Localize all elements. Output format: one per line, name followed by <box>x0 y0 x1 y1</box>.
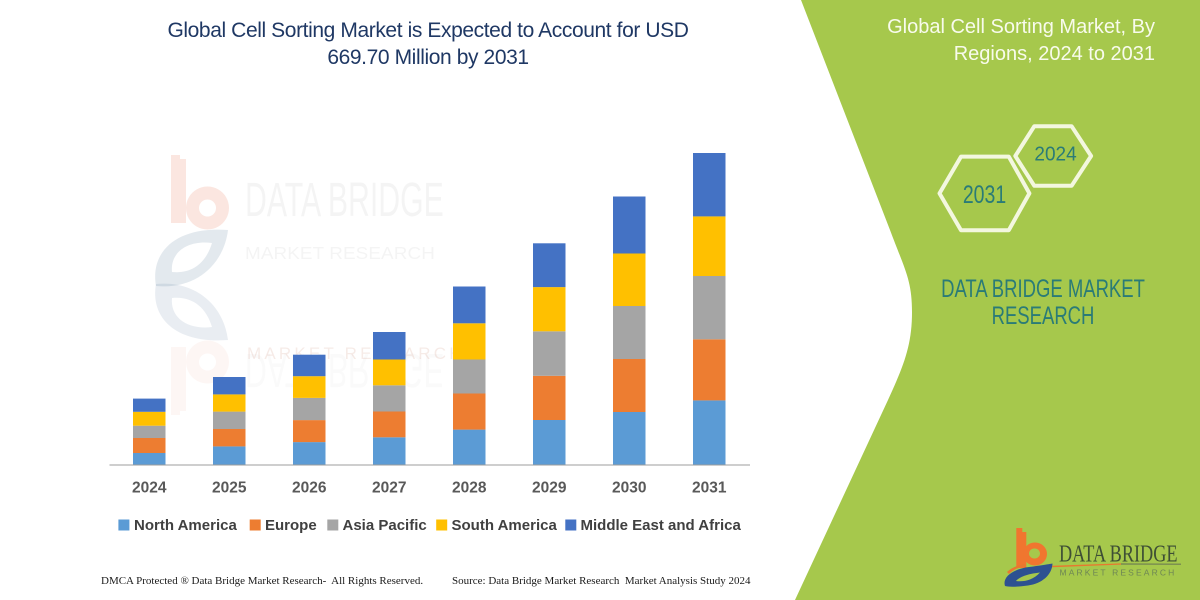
svg-text:2031: 2031 <box>963 181 1006 209</box>
svg-text:DATA BRIDGE MARKET: DATA BRIDGE MARKET <box>941 274 1145 302</box>
svg-text:2024: 2024 <box>132 480 167 497</box>
svg-text:2028: 2028 <box>452 480 487 497</box>
svg-text:DATA BRIDGE: DATA BRIDGE <box>245 174 444 227</box>
svg-text:Europe: Europe <box>265 517 317 534</box>
svg-text:2027: 2027 <box>372 480 406 497</box>
svg-text:Asia Pacific: Asia Pacific <box>343 517 427 534</box>
svg-text:2029: 2029 <box>532 480 567 497</box>
svg-text:DATA BRIDGE: DATA BRIDGE <box>1059 540 1178 567</box>
svg-text:2030: 2030 <box>612 480 646 497</box>
svg-text:South America: South America <box>452 517 558 534</box>
svg-text:2025: 2025 <box>212 480 247 497</box>
svg-text:RESEARCH: RESEARCH <box>992 301 1095 329</box>
svg-text:2031: 2031 <box>692 480 727 497</box>
svg-text:2024: 2024 <box>1034 143 1076 166</box>
svg-text:MARKET RESEARCH: MARKET RESEARCH <box>245 242 437 262</box>
svg-text:Middle East and Africa: Middle East and Africa <box>581 517 742 534</box>
svg-text:North America: North America <box>134 517 237 534</box>
svg-text:MARKET RESEARCH: MARKET RESEARCH <box>1060 568 1178 578</box>
svg-text:2026: 2026 <box>292 480 327 497</box>
